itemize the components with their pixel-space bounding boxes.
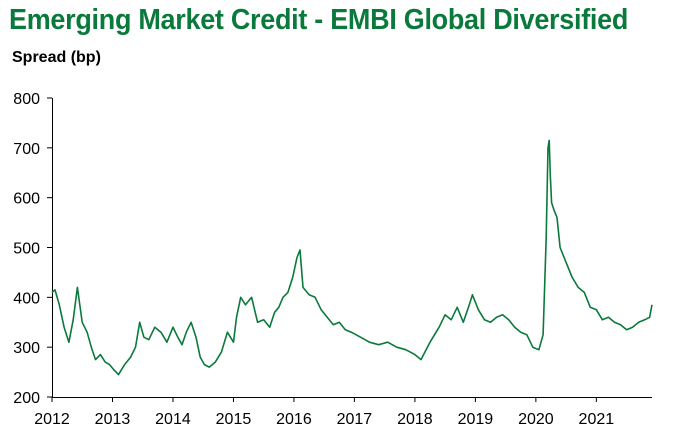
x-tick-label: 2016 (276, 411, 312, 428)
y-tick-label: 400 (13, 290, 40, 307)
x-tick-label: 2018 (397, 411, 433, 428)
y-axis-label: Spread (bp) (12, 49, 101, 66)
y-tick-label: 600 (13, 191, 40, 208)
y-tick-label: 800 (13, 91, 40, 108)
y-tick-label: 500 (13, 241, 40, 258)
x-tick-label: 2021 (579, 411, 615, 428)
y-tick-label: 200 (13, 390, 40, 407)
spread-series-line (51, 139, 653, 376)
chart-title: Emerging Market Credit - EMBI Global Div… (9, 4, 629, 36)
x-tick-label: 2014 (155, 411, 191, 428)
x-tick-label: 2015 (216, 411, 252, 428)
x-tick-label: 2013 (95, 411, 131, 428)
x-tick-label: 2017 (337, 411, 373, 428)
y-tick-label: 700 (13, 141, 40, 158)
y-tick-label: 300 (13, 340, 40, 357)
x-tick-label: 2020 (518, 411, 554, 428)
x-tick-label: 2012 (34, 411, 70, 428)
x-tick-label: 2019 (458, 411, 494, 428)
